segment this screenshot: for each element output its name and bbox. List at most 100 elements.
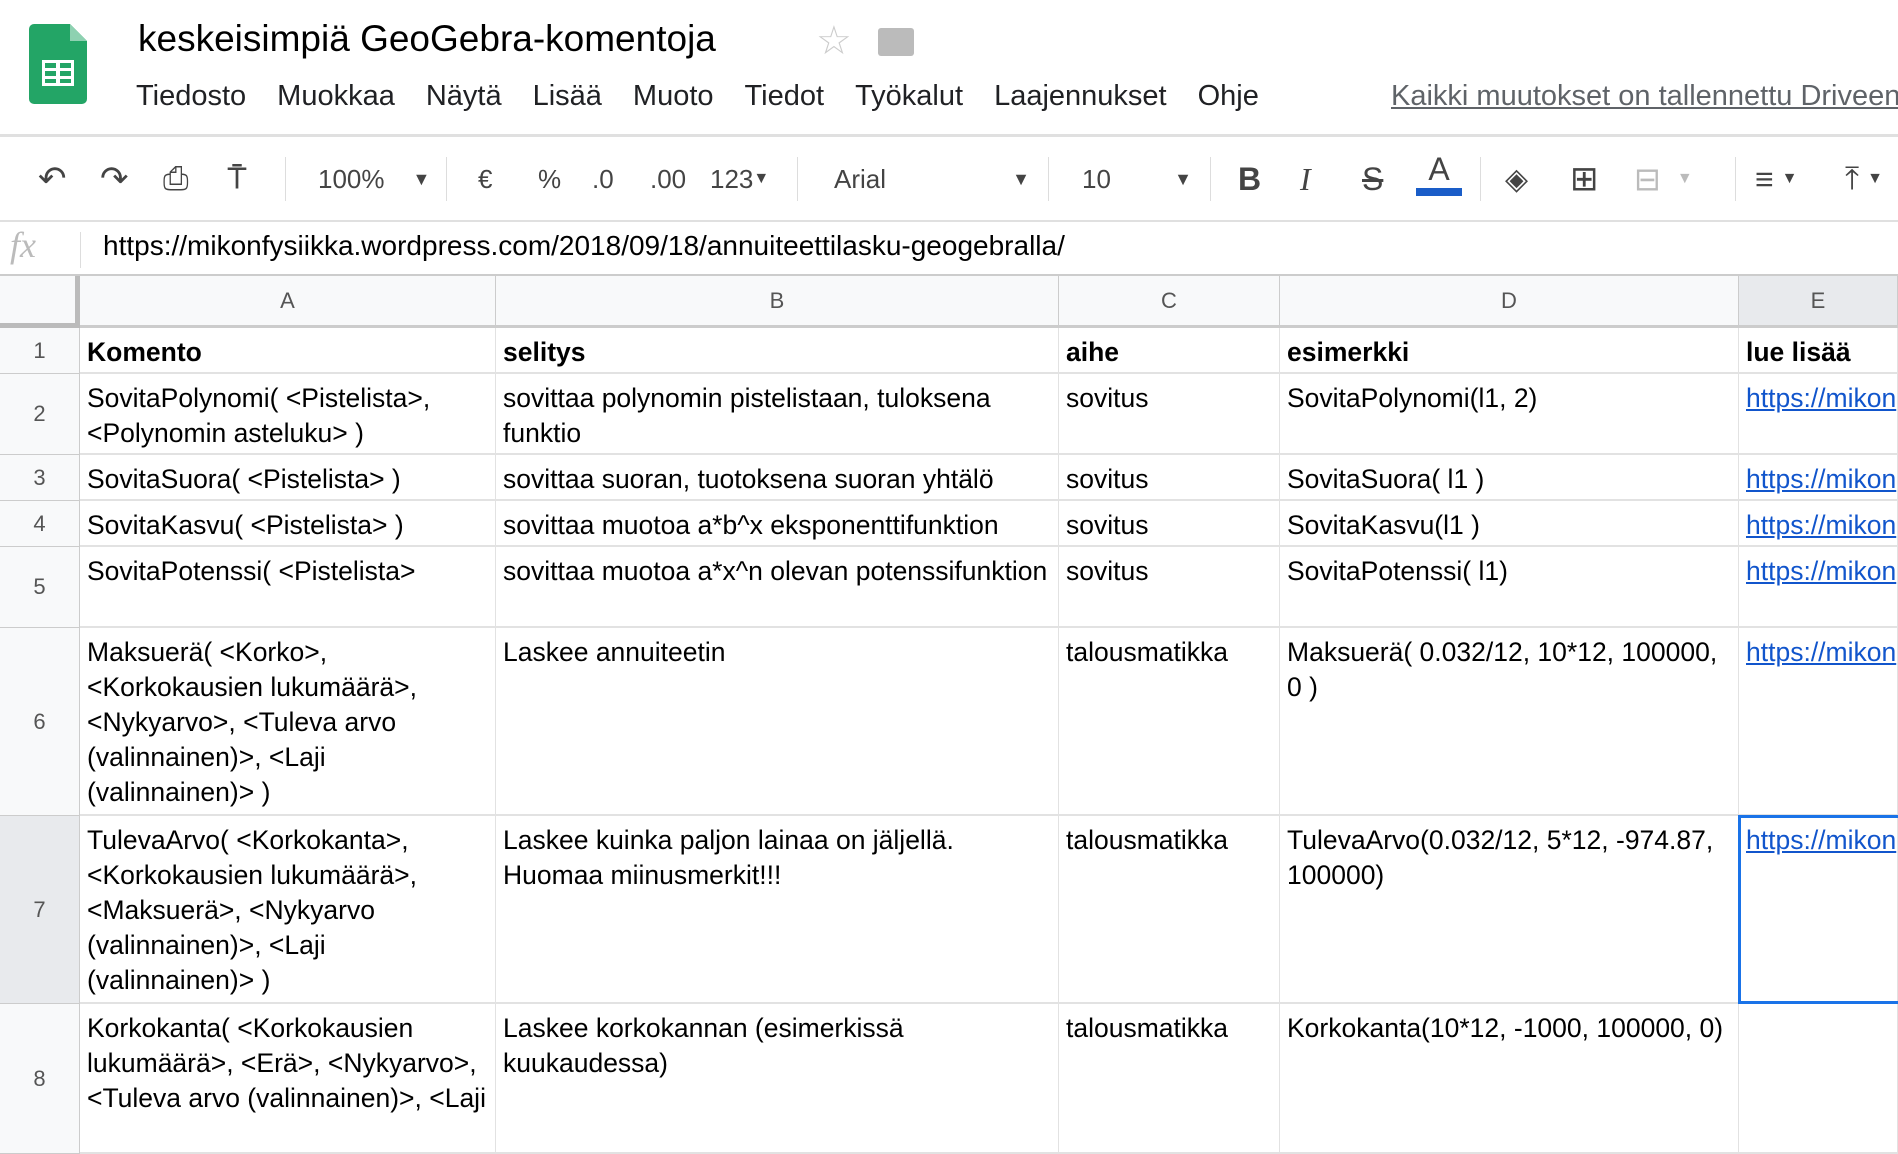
table-cell[interactable]: Maksuerä( <Korko>, <Korkokausien lukumää…: [80, 628, 496, 816]
table-cell[interactable]: https://mikon: [1739, 501, 1898, 547]
divider: [797, 157, 798, 201]
fill-color-icon[interactable]: ◈: [1505, 162, 1529, 196]
star-icon[interactable]: ☆: [816, 19, 852, 63]
menu-view[interactable]: Näytä: [425, 80, 502, 112]
table-cell[interactable]: https://mikon: [1739, 628, 1898, 816]
table-cell[interactable]: sovitus: [1059, 374, 1280, 455]
folder-icon[interactable]: [878, 28, 914, 56]
table-cell[interactable]: sovitus: [1059, 547, 1280, 628]
table-cell[interactable]: Laskee korkokannan (esimerkissä kuukaude…: [496, 1004, 1059, 1154]
save-status-link[interactable]: Kaikki muutokset on tallennettu Driveen: [1391, 80, 1898, 112]
table-cell[interactable]: sovittaa muotoa a*b^x eksponenttifunktio…: [496, 501, 1059, 547]
table-cell[interactable]: Maksuerä( 0.032/12, 10*12, 100000, 0 ): [1280, 628, 1739, 816]
link[interactable]: https://mikon: [1746, 556, 1897, 586]
menu-file[interactable]: Tiedosto: [136, 80, 247, 112]
table-cell[interactable]: talousmatikka: [1059, 816, 1280, 1004]
table-cell[interactable]: https://mikon: [1739, 816, 1898, 1004]
header-cell[interactable]: lue lisää: [1739, 328, 1898, 374]
link[interactable]: https://mikon: [1746, 383, 1897, 413]
column-header-b[interactable]: B: [496, 276, 1059, 328]
link[interactable]: https://mikon: [1746, 637, 1897, 667]
italic-button[interactable]: I: [1300, 160, 1311, 197]
paint-format-icon[interactable]: ⍑: [228, 162, 246, 195]
table-cell[interactable]: SovitaPolynomi( <Pistelista>, <Polynomin…: [80, 374, 496, 455]
merge-cells-icon[interactable]: ⊟ ▼: [1634, 161, 1693, 197]
row-header-3[interactable]: 3: [0, 455, 80, 501]
bold-button[interactable]: B: [1238, 160, 1262, 197]
document-title[interactable]: keskeisimpiä GeoGebra-komentoja: [138, 18, 716, 59]
table-cell[interactable]: https://mikon: [1739, 547, 1898, 628]
table-cell[interactable]: Laskee kuinka paljon lainaa on jäljellä.…: [496, 816, 1059, 1004]
table-cell[interactable]: sovittaa suoran, tuotoksena suoran yhtäl…: [496, 455, 1059, 501]
strikethrough-button[interactable]: S: [1362, 160, 1384, 197]
borders-icon[interactable]: ⊞: [1570, 160, 1599, 198]
table-cell[interactable]: https://mikon: [1739, 455, 1898, 501]
table-cell[interactable]: Korkokanta(10*12, -1000, 100000, 0): [1280, 1004, 1739, 1154]
column-header-d[interactable]: D: [1280, 276, 1739, 328]
table-cell[interactable]: SovitaKasvu( <Pistelista> ): [80, 501, 496, 547]
header-cell[interactable]: Komento: [80, 328, 496, 374]
align-left-icon[interactable]: ≡ ▼: [1755, 160, 1798, 197]
table-cell[interactable]: TulevaArvo( <Korkokanta>, <Korkokausien …: [80, 816, 496, 1004]
menu-tools[interactable]: Työkalut: [855, 80, 964, 112]
table-cell[interactable]: Korkokanta( <Korkokausien lukumäärä>, <E…: [80, 1004, 496, 1154]
font-select[interactable]: Arial ▼: [834, 159, 1030, 199]
zoom-select[interactable]: 100% ▼: [318, 159, 430, 199]
table-cell[interactable]: https://mikon: [1739, 374, 1898, 455]
menu-data[interactable]: Tiedot: [744, 80, 825, 112]
percent-button[interactable]: %: [538, 163, 562, 194]
menu-edit[interactable]: Muokkaa: [277, 80, 395, 112]
table-cell[interactable]: SovitaPolynomi(l1, 2): [1280, 374, 1739, 455]
row-header-8[interactable]: 8: [0, 1004, 80, 1154]
row-header-6[interactable]: 6: [0, 628, 80, 816]
table-cell[interactable]: SovitaPotenssi( <Pistelista>: [80, 547, 496, 628]
table-cell[interactable]: SovitaKasvu(l1 ): [1280, 501, 1739, 547]
print-icon[interactable]: ⎙: [163, 160, 189, 196]
menu-format[interactable]: Muoto: [632, 80, 714, 112]
text-color-button[interactable]: A: [1416, 151, 1462, 203]
increase-decimals-button[interactable]: .00: [650, 163, 687, 194]
table-cell[interactable]: SovitaPotenssi( l1): [1280, 547, 1739, 628]
select-all-corner[interactable]: [0, 276, 80, 328]
currency-button[interactable]: €: [478, 163, 493, 194]
table-cell[interactable]: talousmatikka: [1059, 1004, 1280, 1154]
row-header-2[interactable]: 2: [0, 374, 80, 455]
table-cell[interactable]: sovittaa polynomin pistelistaan, tulokse…: [496, 374, 1059, 455]
table-cell[interactable]: [1739, 1004, 1898, 1154]
row-header-4[interactable]: 4: [0, 501, 80, 547]
link[interactable]: https://mikon: [1746, 510, 1897, 540]
decrease-decimals-button[interactable]: .0: [592, 163, 614, 194]
vertical-align-icon[interactable]: ⤒ ▼: [1845, 160, 1883, 196]
table-cell[interactable]: sovitus: [1059, 501, 1280, 547]
table-cell[interactable]: talousmatikka: [1059, 628, 1280, 816]
menu-help[interactable]: Ohje: [1197, 80, 1259, 112]
table-cell[interactable]: SovitaSuora( l1 ): [1280, 455, 1739, 501]
chevron-down-icon: ▼: [1012, 168, 1030, 189]
formula-input[interactable]: https://mikonfysiikka.wordpress.com/2018…: [103, 230, 1065, 261]
header-cell[interactable]: aihe: [1059, 328, 1280, 374]
header-cell[interactable]: esimerkki: [1280, 328, 1739, 374]
table-cell[interactable]: sovitus: [1059, 455, 1280, 501]
font-size-select[interactable]: 10 ▼: [1082, 159, 1192, 199]
toolbar: ↶ ↷ ⎙ ⍑ 100% ▼ € % .0 .00 123 ▼ Arial ▼ 10 ▼…: [0, 137, 1898, 220]
column-header-a[interactable]: A: [80, 276, 496, 328]
table-cell[interactable]: TulevaArvo(0.032/12, 5*12, -974.87, 1000…: [1280, 816, 1739, 1004]
column-header-e[interactable]: E: [1739, 276, 1898, 328]
header-cell[interactable]: selitys: [496, 328, 1059, 374]
menu-insert[interactable]: Lisää: [532, 80, 602, 112]
sheets-logo-icon[interactable]: [29, 24, 87, 104]
redo-icon[interactable]: ↷: [100, 160, 129, 198]
table-cell[interactable]: SovitaSuora( <Pistelista> ): [80, 455, 496, 501]
menu-addons[interactable]: Laajennukset: [994, 80, 1167, 112]
row-header-7[interactable]: 7: [0, 816, 80, 1004]
font-name: Arial: [834, 163, 887, 194]
link[interactable]: https://mikon: [1746, 825, 1897, 855]
row-header-1[interactable]: 1: [0, 328, 80, 374]
column-header-c[interactable]: C: [1059, 276, 1280, 328]
link[interactable]: https://mikon: [1746, 464, 1897, 494]
row-header-5[interactable]: 5: [0, 547, 80, 628]
table-cell[interactable]: sovittaa muotoa a*x^n olevan potenssifun…: [496, 547, 1059, 628]
number-format-select[interactable]: 123 ▼: [710, 159, 769, 199]
undo-icon[interactable]: ↶: [38, 160, 67, 198]
table-cell[interactable]: Laskee annuiteetin: [496, 628, 1059, 816]
